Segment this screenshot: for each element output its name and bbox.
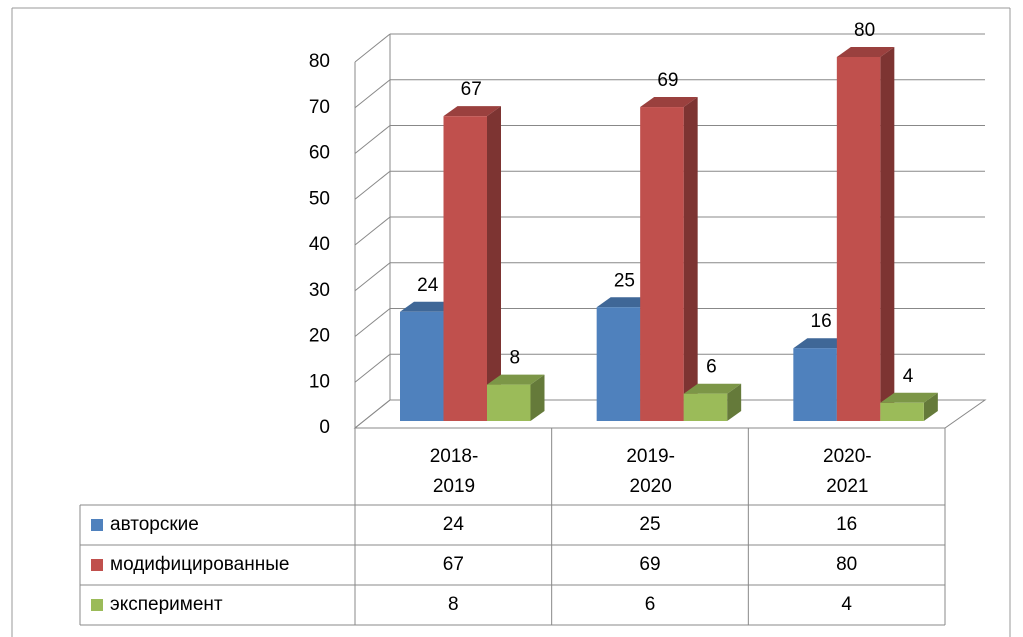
- bar-top: [596, 297, 655, 308]
- bar: [443, 116, 487, 422]
- grid-line: [354, 33, 391, 63]
- data-label: 69: [657, 70, 678, 91]
- bar-side: [727, 383, 742, 421]
- grid-line: [354, 170, 391, 200]
- table-cell: 8: [448, 594, 459, 615]
- bar: [596, 307, 641, 421]
- legend-swatch: [91, 519, 103, 531]
- bar: [880, 402, 924, 421]
- data-label: 24: [417, 275, 439, 296]
- legend-label: эксперимент: [110, 594, 223, 615]
- table-cell: 4: [841, 594, 852, 615]
- y-tick-label: 60: [309, 143, 330, 164]
- y-tick-label: 10: [309, 371, 330, 392]
- table-cell: 16: [836, 514, 857, 535]
- table-cell: 6: [645, 594, 656, 615]
- x-tick-label: 2019- 2020: [626, 446, 675, 497]
- bar-side: [487, 106, 501, 422]
- data-label: 25: [614, 270, 635, 291]
- grid-line: [354, 399, 391, 429]
- bar-top: [683, 383, 742, 394]
- legend-label: авторские: [110, 514, 199, 535]
- y-tick-label: 50: [309, 188, 330, 209]
- grid-line: [354, 308, 391, 337]
- y-tick-label: 80: [309, 51, 330, 72]
- bar: [683, 393, 728, 421]
- grid-line: [354, 262, 391, 292]
- table-cell: 24: [443, 514, 465, 535]
- y-tick-label: 20: [309, 326, 330, 347]
- bar-side: [530, 374, 545, 421]
- data-label: 4: [903, 366, 914, 387]
- bar: [793, 348, 837, 421]
- grid-line: [354, 79, 391, 109]
- bar-top: [443, 106, 501, 117]
- legend-label: модифицированные: [110, 554, 289, 575]
- grid-line: [354, 216, 391, 246]
- x-tick-label: 2018- 2019: [429, 446, 479, 497]
- table-cell: 80: [836, 554, 857, 575]
- y-tick-label: 70: [309, 97, 330, 118]
- x-tick-label: 2020- 2021: [823, 446, 872, 497]
- data-label: 67: [461, 79, 482, 100]
- bar-top: [880, 392, 938, 403]
- grid-line: [354, 353, 391, 383]
- data-label: 80: [854, 20, 875, 41]
- bar-side: [880, 47, 895, 421]
- bar: [836, 57, 881, 421]
- legend-swatch: [91, 559, 103, 571]
- y-tick-label: 0: [319, 417, 330, 438]
- bar-top: [487, 374, 545, 385]
- data-label: 8: [509, 348, 520, 369]
- table-cell: 67: [443, 554, 464, 575]
- table-cell: 69: [639, 554, 660, 575]
- y-tick-label: 30: [309, 280, 330, 301]
- bar-top: [793, 338, 851, 349]
- data-label: 16: [811, 311, 832, 332]
- bar: [400, 311, 444, 421]
- grid-line: [354, 125, 391, 154]
- bar: [640, 107, 684, 422]
- legend-swatch: [91, 599, 103, 611]
- bar-top: [836, 47, 895, 57]
- data-label: 6: [706, 357, 717, 378]
- bar-top: [640, 97, 698, 108]
- bar-top: [400, 301, 458, 312]
- bar-side: [923, 392, 938, 421]
- table-cell: 25: [639, 514, 660, 535]
- bar: [487, 384, 531, 421]
- bar-side: [683, 97, 698, 422]
- y-tick-label: 40: [309, 234, 330, 255]
